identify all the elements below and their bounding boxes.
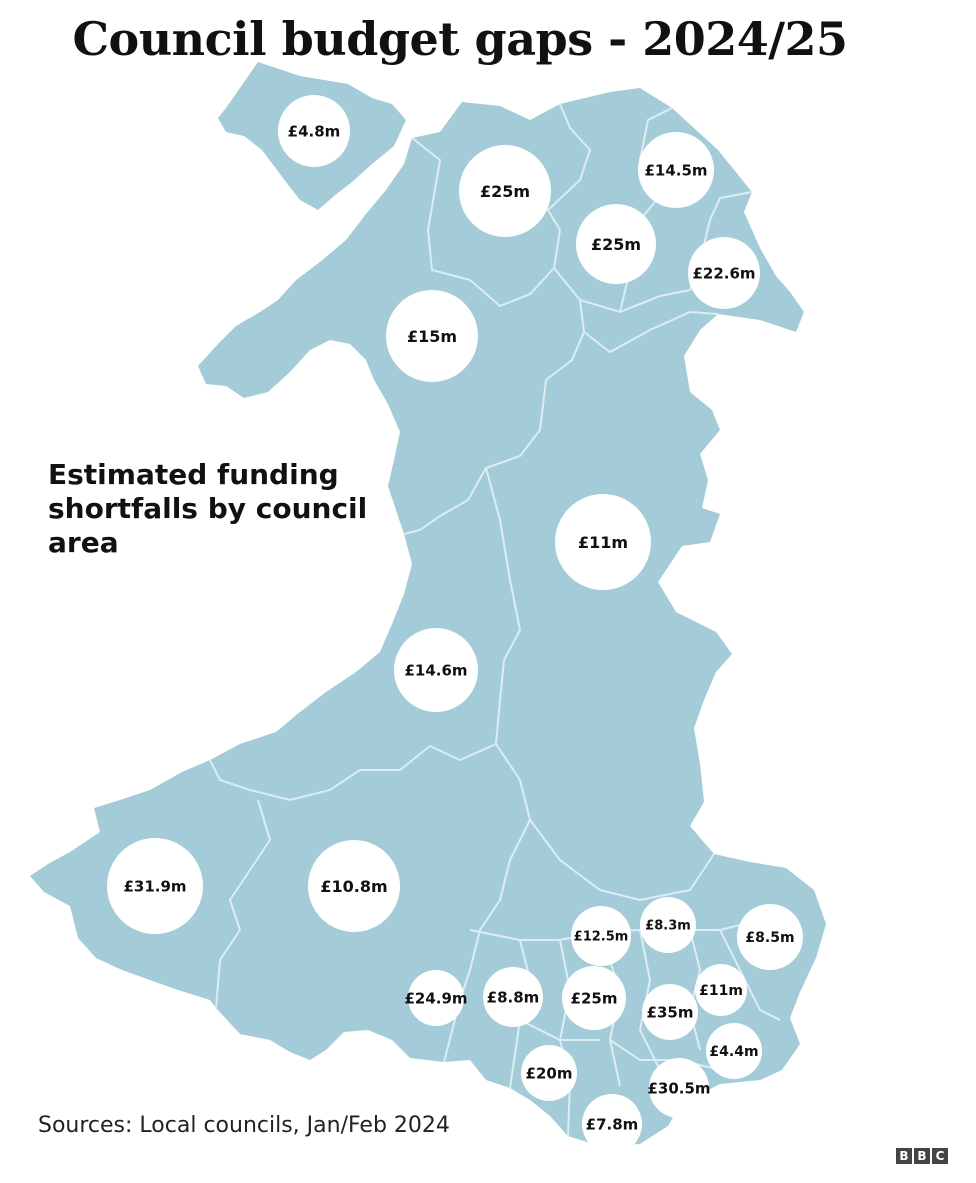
council-bubble [737, 904, 803, 970]
council-bubble [107, 838, 203, 934]
council-value-label: £11m [578, 533, 628, 552]
council-value-label: £25m [480, 182, 530, 201]
wales-mainland-shape [30, 88, 826, 1146]
council-bubble [394, 628, 478, 712]
council-bubble [408, 970, 464, 1026]
council-bubble [555, 494, 651, 590]
council-bubble [688, 237, 760, 309]
council-bubble [640, 897, 696, 953]
council-bubble [278, 95, 350, 167]
council-bubble [562, 966, 626, 1030]
council-value-label: £14.6m [404, 661, 467, 679]
council-borders [209, 103, 781, 1137]
council-value-label: £11m [699, 983, 743, 999]
council-bubble [638, 132, 714, 208]
council-value-label: £20m [526, 1064, 573, 1082]
council-bubble [571, 906, 631, 966]
map-title: Council budget gaps - 2024/25 [72, 12, 848, 66]
council-bubble [642, 984, 698, 1040]
council-value-label: £4.8m [288, 122, 341, 140]
council-value-label: £7.8m [586, 1115, 639, 1133]
council-value-label: £10.8m [320, 877, 387, 896]
council-bubble [459, 145, 551, 237]
council-bubble [582, 1094, 642, 1154]
council-value-label: £25m [571, 989, 618, 1007]
council-value-label: £30.5m [647, 1079, 710, 1097]
council-bubble [521, 1045, 577, 1101]
council-value-label: £8.8m [487, 988, 540, 1006]
map-subtitle: Estimated funding shortfalls by council … [48, 458, 368, 559]
council-value-label: £4.4m [709, 1044, 758, 1060]
logo-letter: B [896, 1148, 912, 1164]
council-value-label: £35m [647, 1003, 694, 1021]
council-value-label: £24.9m [404, 989, 467, 1007]
council-bubble [386, 290, 478, 382]
council-bubble [706, 1023, 762, 1079]
council-bubble [576, 204, 656, 284]
council-bubble [649, 1058, 709, 1118]
council-value-label: £8.5m [745, 930, 794, 946]
bbc-logo: B B C [896, 1148, 948, 1164]
council-value-label: £22.6m [692, 264, 755, 282]
council-bubble [483, 967, 543, 1027]
council-value-label: £25m [591, 235, 641, 254]
council-bubble [308, 840, 400, 932]
council-value-label: £8.3m [645, 919, 691, 934]
source-note: Sources: Local councils, Jan/Feb 2024 [38, 1113, 450, 1138]
council-value-label: £15m [407, 327, 457, 346]
council-value-label: £14.5m [644, 161, 707, 179]
logo-letter: C [932, 1148, 948, 1164]
council-value-label: £12.5m [574, 930, 629, 945]
council-value-label: £31.9m [123, 877, 186, 895]
council-bubble [695, 964, 747, 1016]
logo-letter: B [914, 1148, 930, 1164]
